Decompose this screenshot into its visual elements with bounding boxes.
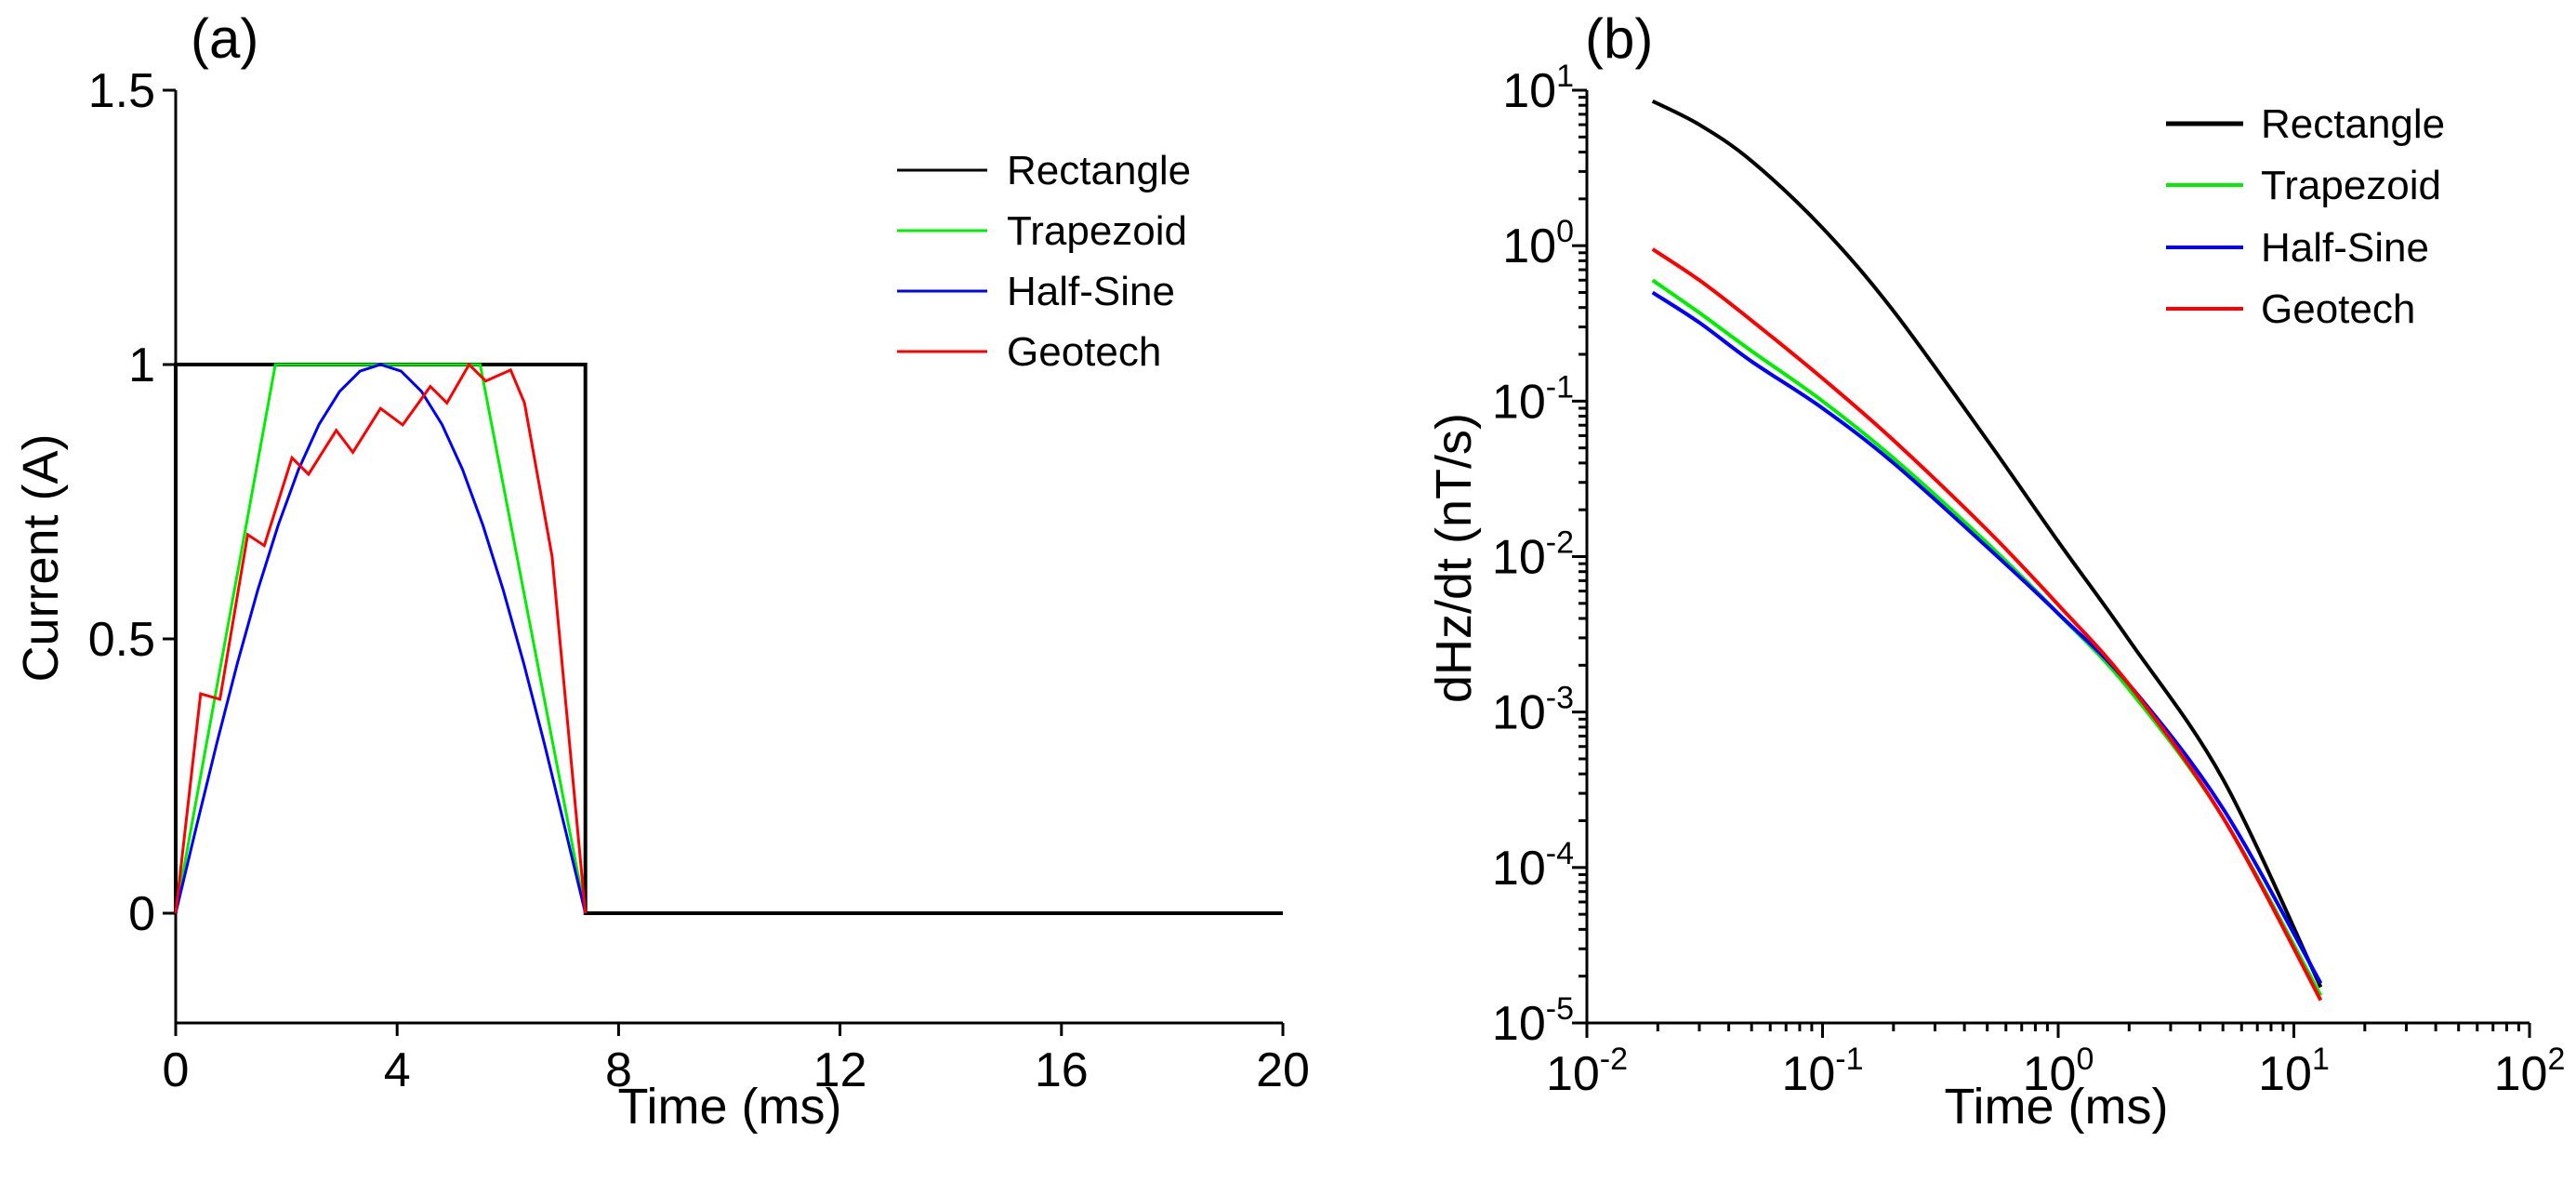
series-line-rectangle (174, 363, 1283, 915)
panel-a-y-axis-label: Current (A) (13, 433, 69, 682)
panel-b-label: (b) (1585, 7, 1653, 70)
panel-a-y-ticks (163, 88, 176, 915)
panel-a-x-axis-label: Time (ms) (618, 1079, 842, 1135)
panel-b-legend: Rectangle Trapezoid Half-Sine Geotech (2166, 101, 2445, 332)
panel-b-y-tick-label: 100 (1502, 214, 1574, 273)
panel-b-y-tick-label: 10-3 (1492, 681, 1574, 740)
panel-a-y-tick-label: 0.5 (88, 613, 155, 667)
legend-label-half-sine: Half-Sine (1007, 269, 1175, 314)
legend-label-trapezoid: Trapezoid (1007, 208, 1187, 254)
legend-label-geotech: Geotech (1007, 329, 1161, 375)
series-line-rectangle (1651, 100, 2323, 989)
series-line-geotech (174, 362, 588, 914)
panel-a-label: (a) (191, 7, 258, 70)
legend-label-rectangle: Rectangle (2261, 101, 2445, 147)
legend-label-rectangle: Rectangle (1007, 148, 1191, 193)
legend-label-geotech: Geotech (2261, 286, 2415, 332)
panel-b-plot-area (1651, 100, 2323, 1002)
panel-b-y-tick-label: 10-1 (1492, 369, 1574, 429)
panel-a-y-tick-label: 0 (128, 887, 155, 941)
panel-a-x-tick-label: 20 (1256, 1043, 1310, 1097)
series-line-trapezoid (1651, 278, 2323, 997)
panel-b: (b) 10-2 10-1 100 101 102 101 100 10-1 1… (1426, 7, 2565, 1135)
panel-a-y-tick-label: 1 (128, 339, 155, 392)
panel-a-legend: Rectangle Trapezoid Half-Sine Geotech (897, 148, 1191, 375)
panel-b-y-tick-label: 101 (1502, 59, 1574, 118)
panel-b-x-tick-label: 101 (2258, 1042, 2330, 1101)
panel-b-y-tick-label: 10-4 (1492, 836, 1574, 896)
series-line-half-sine (1651, 290, 2323, 985)
panel-a-plot-area (174, 362, 1283, 915)
panel-a-x-tick-label: 12 (813, 1043, 867, 1097)
panel-a: (a) 0 4 8 12 16 20 0 0.5 1 1.5 Time (ms)… (13, 7, 1310, 1135)
panel-b-x-axis-label: Time (ms) (1945, 1079, 2169, 1135)
panel-a-y-tick-label: 1.5 (88, 64, 155, 118)
panel-b-x-tick-label: 102 (2494, 1042, 2566, 1101)
panel-a-x-tick-label: 16 (1035, 1043, 1089, 1097)
panel-a-x-tick-label: 8 (605, 1043, 632, 1097)
panel-a-x-ticks (174, 1023, 1285, 1036)
panel-b-ticks (1572, 88, 2531, 1038)
panel-a-x-tick-label: 4 (384, 1043, 411, 1097)
panel-b-y-tick-label: 10-5 (1492, 991, 1574, 1051)
legend-label-half-sine: Half-Sine (2261, 225, 2429, 271)
series-line-geotech (1651, 247, 2323, 1002)
panel-b-y-tick-label: 10-2 (1492, 525, 1574, 585)
legend-label-trapezoid: Trapezoid (2261, 163, 2441, 208)
panel-b-y-axis-label: dHz/dt (nT/s) (1426, 413, 1482, 703)
panel-b-x-tick-label: 10-1 (1781, 1042, 1863, 1101)
panel-a-x-tick-label: 0 (163, 1043, 190, 1097)
series-line-half-sine (174, 363, 588, 914)
panel-b-x-tick-label: 10-2 (1546, 1042, 1628, 1101)
series-line-trapezoid (174, 363, 588, 914)
panel-b-x-tick-label: 100 (2023, 1042, 2094, 1101)
